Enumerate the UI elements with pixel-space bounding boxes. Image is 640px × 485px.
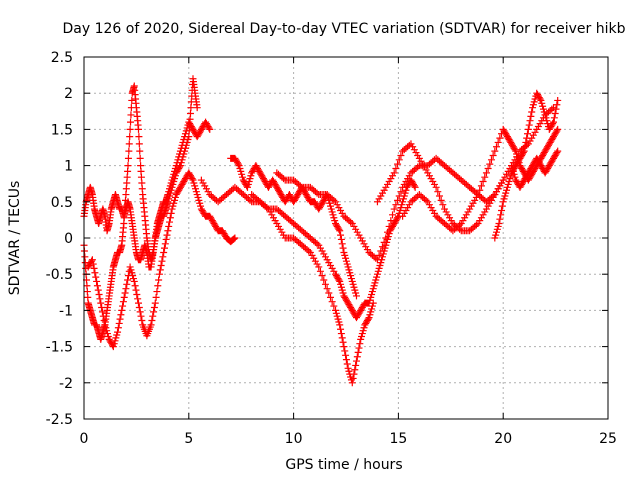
y-tick-label: -1	[59, 303, 73, 319]
data-point-markers	[227, 154, 360, 300]
data-marks-layer	[80, 75, 562, 387]
data-series	[491, 89, 562, 242]
grid-layer	[84, 57, 608, 419]
y-tick-label: -2	[59, 376, 73, 392]
y-tick-label: -1.5	[46, 340, 73, 356]
data-point-markers	[508, 147, 562, 191]
y-tick-label: 1	[64, 159, 73, 175]
data-series	[248, 191, 377, 387]
y-tick-label: 1.5	[51, 122, 73, 138]
x-axis-label: GPS time / hours	[285, 457, 402, 473]
ticks-layer: 0 5 10 15 20 25 -2.5 -2 -1.5 -1 -0.5 0 0.5 1 1.5 2 2.5	[46, 50, 617, 447]
data-point-markers	[248, 191, 377, 387]
x-tick-label: 25	[599, 431, 617, 447]
x-tick-label: 15	[389, 431, 407, 447]
y-tick-label: -2.5	[46, 412, 73, 428]
y-tick-label: 0	[64, 231, 73, 247]
data-point-markers	[491, 89, 562, 242]
data-series	[84, 169, 239, 351]
x-tick-label: 20	[494, 431, 512, 447]
data-series	[227, 154, 360, 300]
x-tick-label: 0	[80, 431, 89, 447]
data-point-markers	[84, 169, 239, 351]
chart-title: Day 126 of 2020, Sidereal Day-to-day VTE…	[63, 21, 626, 37]
x-tick-label: 10	[285, 431, 303, 447]
y-tick-label: 0.5	[51, 195, 73, 211]
plot-frame	[83, 56, 609, 420]
data-point-markers	[80, 118, 214, 271]
y-tick-label: 2.5	[51, 50, 73, 66]
data-series	[399, 125, 562, 235]
data-point-markers	[399, 125, 562, 235]
y-tick-label: -0.5	[46, 267, 73, 283]
data-series	[508, 147, 562, 191]
x-tick-label: 5	[184, 431, 193, 447]
y-tick-label: 2	[64, 86, 73, 102]
data-series	[80, 118, 214, 271]
y-axis-label: SDTVAR / TECUs	[7, 181, 23, 296]
